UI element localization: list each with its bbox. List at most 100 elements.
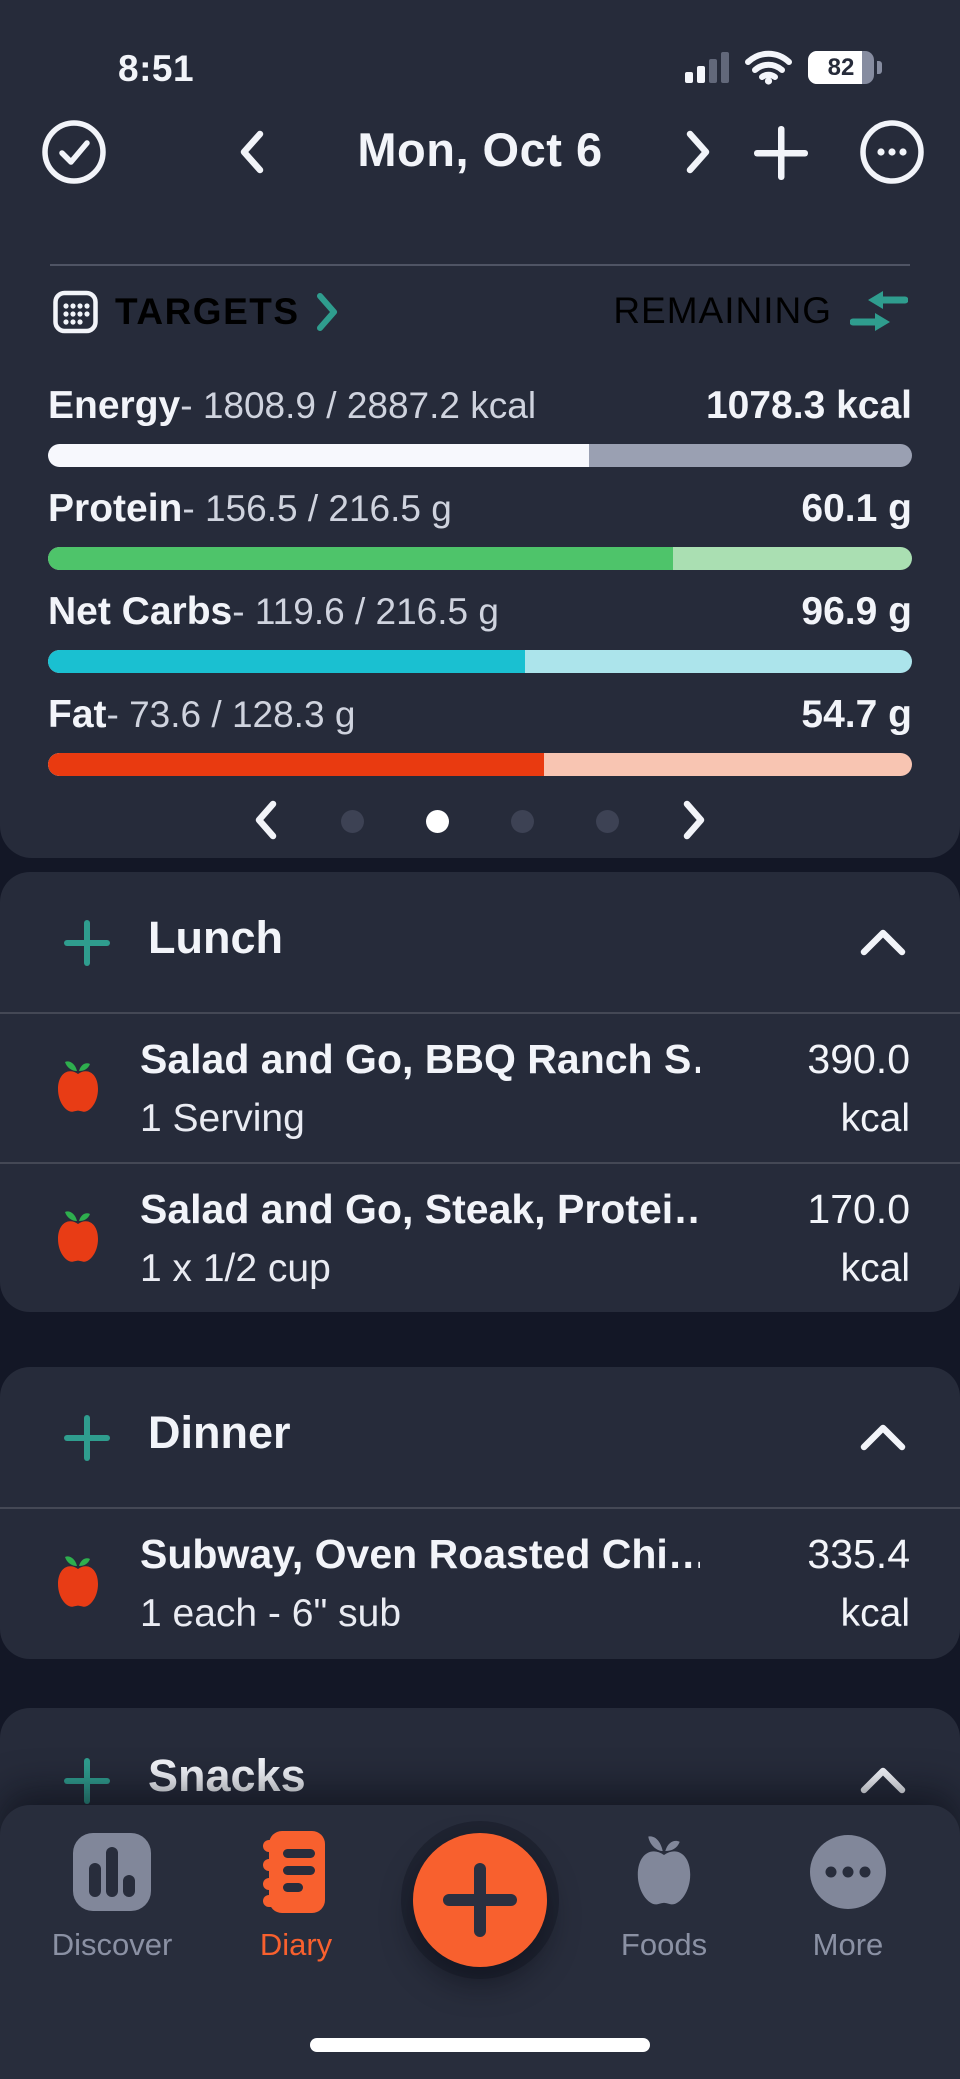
food-item[interactable]: Salad and Go, BBQ Ranch S… 1 Serving 390… <box>0 1012 960 1162</box>
macro-row-fat: Fat- 73.6 / 128.3 g 54.7 g <box>48 693 912 793</box>
food-energy: 390.0 kcal <box>807 1036 910 1141</box>
more-circle-icon <box>860 120 924 184</box>
tab-foods[interactable]: Foods <box>572 1805 756 1967</box>
chevron-left-icon <box>240 130 264 174</box>
add-to-snacks-button[interactable] <box>62 1756 112 1809</box>
complete-day-button[interactable] <box>40 118 108 189</box>
home-indicator[interactable] <box>310 2038 650 2052</box>
bar-chart-icon <box>73 1833 151 1911</box>
chevron-up-icon <box>860 1424 906 1451</box>
prev-day-button[interactable] <box>238 130 264 177</box>
calculator-icon <box>53 290 98 334</box>
food-name: Subway, Oven Roasted Chi… <box>140 1531 700 1577</box>
targets-pagination <box>0 800 960 843</box>
plus-icon <box>64 920 110 966</box>
food-name: Salad and Go, Steak, Protei… <box>140 1186 700 1232</box>
food-quantity: 1 each - 6" sub <box>140 1592 402 1635</box>
macro-remaining: 1078.3 kcal <box>705 384 912 427</box>
macro-row-energy: Energy- 1808.9 / 2887.2 kcal 1078.3 kcal <box>48 384 912 484</box>
divider <box>0 1507 960 1509</box>
add-to-lunch-button[interactable] <box>62 918 112 971</box>
netcarbs-progress-bar <box>48 650 912 673</box>
page-dot[interactable] <box>511 810 534 833</box>
apple-icon <box>58 1556 98 1607</box>
netcarbs-progress-fill <box>48 650 525 673</box>
food-quantity: 1 Serving <box>140 1097 305 1140</box>
tab-label: Diary <box>259 1927 333 1962</box>
pagination-next-button[interactable] <box>683 800 707 843</box>
pagination-prev-button[interactable] <box>253 800 277 843</box>
tab-diary[interactable]: Diary <box>204 1805 388 1967</box>
swap-arrows-icon <box>850 291 908 331</box>
date-title[interactable]: Mon, Oct 6 <box>357 123 603 176</box>
remaining-toggle[interactable]: REMAINING <box>613 288 908 334</box>
plus-icon <box>474 1863 486 1937</box>
food-quantity: 1 x 1/2 cup <box>140 1247 331 1290</box>
tab-label: More <box>812 1927 884 1962</box>
macro-remaining: 60.1 g <box>801 487 912 530</box>
apple-icon <box>58 1061 98 1112</box>
plus-icon <box>64 1758 110 1804</box>
apple-icon <box>58 1211 98 1262</box>
targets-row: TARGETS REMAINING <box>0 288 960 344</box>
chevron-right-icon <box>316 292 337 331</box>
macro-detail: - 73.6 / 128.3 g <box>106 694 356 735</box>
targets-link[interactable]: TARGETS <box>52 288 338 335</box>
macro-detail: - 1808.9 / 2887.2 kcal <box>180 385 537 426</box>
wifi-icon <box>745 50 792 85</box>
divider <box>0 1012 960 1014</box>
collapse-snacks-button[interactable] <box>860 1766 906 1797</box>
targets-card: 8:51 82 <box>0 0 960 858</box>
ellipsis-icon <box>810 1835 886 1909</box>
clock: 8:51 <box>118 48 195 89</box>
page-dot[interactable] <box>341 810 364 833</box>
food-energy-unit: kcal <box>840 1097 910 1140</box>
add-entry-button[interactable] <box>750 122 812 187</box>
cellular-signal-icon <box>685 52 729 83</box>
tab-label: Foods <box>620 1927 708 1962</box>
macro-name: Protein <box>48 487 183 530</box>
meal-card-lunch: Lunch Salad and Go, BBQ Ranch S… 1 Servi… <box>0 872 960 1312</box>
food-texts: Subway, Oven Roasted Chi… 1 each - 6" su… <box>140 1531 700 1636</box>
macro-detail: - 119.6 / 216.5 g <box>232 591 499 632</box>
macro-row-netcarbs: Net Carbs- 119.6 / 216.5 g 96.9 g <box>48 590 912 690</box>
header-divider <box>50 264 910 266</box>
macro-row-protein: Protein- 156.5 / 216.5 g 60.1 g <box>48 487 912 587</box>
lunch-header[interactable]: Lunch <box>0 872 960 1012</box>
journal-icon <box>263 1831 325 1913</box>
meal-title: Snacks <box>148 1750 306 1801</box>
next-day-button[interactable] <box>686 130 712 177</box>
food-energy: 170.0 kcal <box>807 1186 910 1291</box>
macro-name: Fat <box>48 693 107 736</box>
collapse-lunch-button[interactable] <box>860 928 906 959</box>
fat-progress-bar <box>48 753 912 776</box>
meal-card-dinner: Dinner Subway, Oven Roasted Chi… 1 each … <box>0 1367 960 1659</box>
page-dot[interactable] <box>596 810 619 833</box>
collapse-dinner-button[interactable] <box>860 1423 906 1454</box>
tab-more[interactable]: More <box>756 1805 940 1967</box>
chevron-up-icon <box>860 929 906 956</box>
protein-progress-fill <box>48 547 673 570</box>
divider <box>0 1162 960 1164</box>
tab-discover[interactable]: Discover <box>20 1805 204 1967</box>
add-food-fab[interactable] <box>413 1833 547 1967</box>
food-item[interactable]: Subway, Oven Roasted Chi… 1 each - 6" su… <box>0 1507 960 1657</box>
apple-icon <box>637 1836 691 1905</box>
energy-progress-bar <box>48 444 912 467</box>
remaining-label: REMAINING <box>613 290 832 331</box>
add-to-dinner-button[interactable] <box>62 1413 112 1466</box>
status-icons: 82 <box>685 50 882 85</box>
day-options-button[interactable] <box>858 118 926 189</box>
dinner-header[interactable]: Dinner <box>0 1367 960 1507</box>
plus-icon <box>64 1415 110 1461</box>
page-dot-active[interactable] <box>426 810 449 833</box>
page-dots <box>341 810 619 833</box>
fab-slot <box>388 1805 572 1967</box>
food-item[interactable]: Salad and Go, Steak, Protei… 1 x 1/2 cup… <box>0 1162 960 1312</box>
snacks-header[interactable]: Snacks <box>0 1708 960 1848</box>
macro-name: Net Carbs <box>48 590 233 633</box>
chevron-right-icon <box>683 800 705 840</box>
targets-title: TARGETS <box>115 290 300 332</box>
food-energy-unit: kcal <box>840 1592 910 1635</box>
